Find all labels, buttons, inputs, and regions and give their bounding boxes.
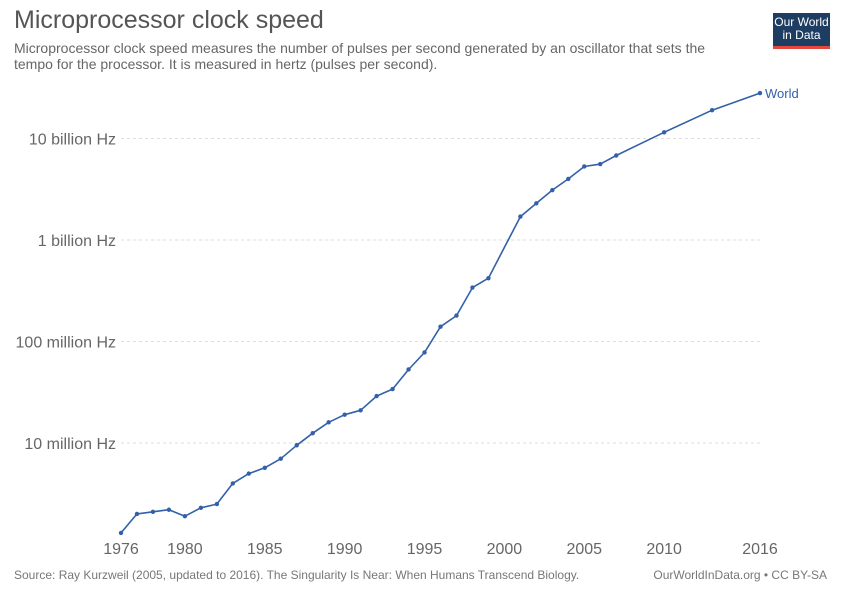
our-world-in-data-logo[interactable]: Our World in Data: [773, 13, 830, 49]
data-point: [118, 530, 124, 536]
data-point: [262, 465, 267, 470]
x-tick-label: 1980: [167, 541, 203, 558]
data-point: [182, 514, 188, 519]
data-point: [390, 386, 395, 392]
data-point: [566, 176, 571, 182]
data-point: [550, 187, 555, 193]
data-point: [486, 276, 491, 281]
grid-layer: [121, 138, 760, 444]
data-point: [757, 90, 763, 96]
data-point: [406, 367, 411, 372]
data-point: [438, 324, 443, 329]
data-point: [470, 285, 475, 290]
data-point: [278, 456, 283, 461]
data-point: [246, 471, 251, 476]
source-note: Source: Ray Kurzweil (2005, updated to 2…: [14, 568, 580, 582]
x-tick-label: 2010: [646, 541, 682, 558]
x-tick-label: 1985: [247, 541, 283, 558]
data-point: [214, 501, 220, 507]
y-tick-label: 10 billion Hz: [29, 132, 116, 149]
data-point: [454, 313, 459, 318]
y-tick-label: 1 billion Hz: [38, 233, 116, 250]
y-axis-tick-labels: 10 million Hz 100 million Hz 1 billion Hz 1…: [16, 132, 116, 454]
data-point: [582, 164, 587, 169]
data-point: [614, 153, 619, 158]
data-point: [310, 430, 315, 436]
data-point: [230, 481, 236, 486]
data-point: [374, 393, 379, 399]
data-point: [198, 505, 204, 510]
data-point: [661, 130, 667, 135]
series-line: [120, 92, 761, 534]
data-point: [134, 511, 140, 517]
y-tick-label: 10 million Hz: [24, 436, 116, 453]
data-point: [294, 443, 299, 448]
data-point: [598, 161, 603, 167]
x-tick-label: 2005: [566, 541, 602, 558]
series-layer: World: [118, 86, 799, 536]
page-title: Microprocessor clock speed: [14, 6, 324, 34]
logo-accent-bar: [773, 46, 830, 49]
y-tick-label: 100 million Hz: [16, 335, 116, 352]
data-point: [422, 350, 427, 355]
logo-line-2: in Data: [782, 28, 821, 42]
license-credit[interactable]: OurWorldInData.org • CC BY-SA: [653, 568, 827, 582]
data-point: [326, 420, 331, 425]
chart-subtitle: Microprocessor clock speed measures the …: [14, 40, 706, 72]
series-label: World: [765, 86, 799, 101]
logo-line-1: Our World: [774, 15, 829, 29]
data-point: [518, 214, 523, 219]
data-point: [166, 507, 172, 512]
x-tick-label: 1976: [103, 541, 139, 558]
x-tick-label: 1995: [407, 541, 443, 558]
data-point: [358, 408, 363, 413]
data-point: [150, 509, 156, 514]
x-tick-label: 2016: [742, 541, 778, 558]
x-tick-label: 2000: [487, 541, 523, 558]
data-point: [709, 108, 715, 113]
x-tick-label: 1990: [327, 541, 363, 558]
data-point: [534, 201, 539, 206]
x-axis-tick-labels: 1976 1980 1985 1990 1995 2000 2005 2010 2016: [103, 541, 778, 558]
data-point: [342, 412, 347, 417]
